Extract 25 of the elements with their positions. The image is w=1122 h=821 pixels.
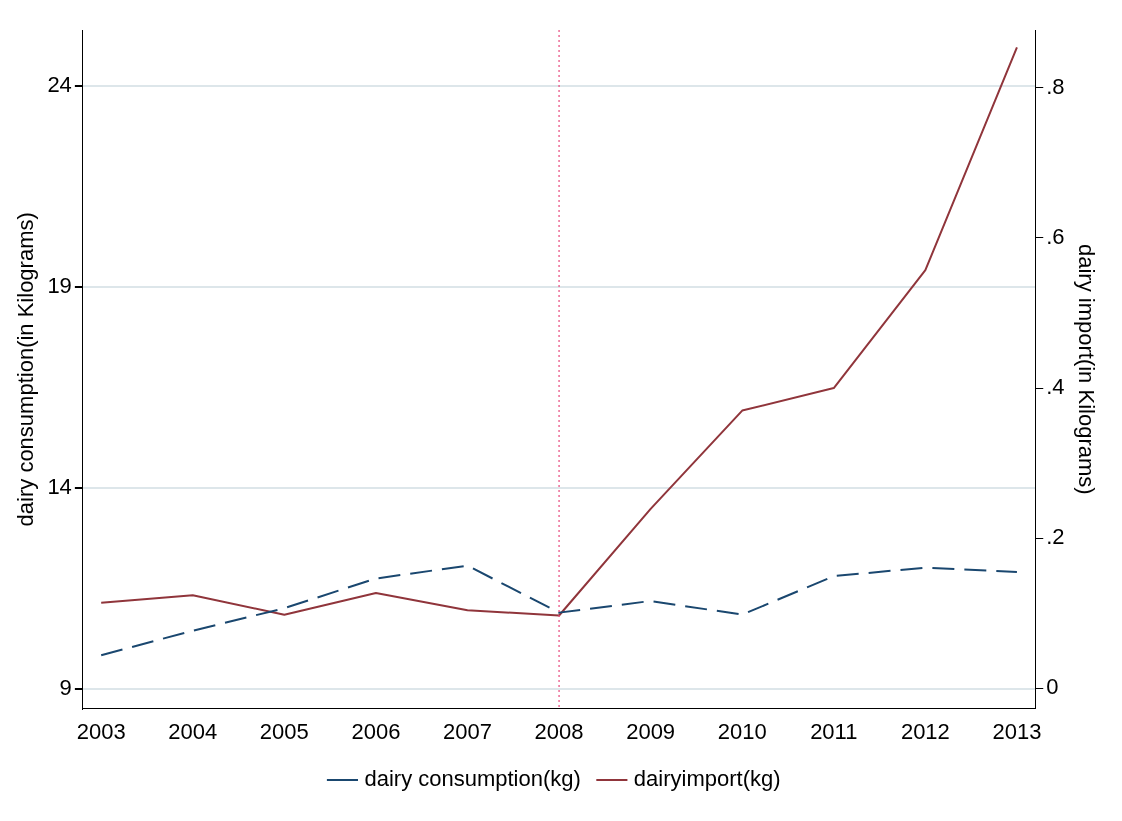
x-tick-label: 2003 — [76, 718, 126, 744]
y2-tick-label: 0 — [1046, 674, 1059, 700]
y-tick-label: 19 — [47, 273, 72, 299]
x-tick-label: 2009 — [626, 718, 676, 744]
x-tick-label: 2008 — [534, 718, 584, 744]
x-tick-label: 2007 — [443, 718, 492, 744]
legend-label: dairyimport(kg) — [633, 766, 781, 792]
x-tick-label: 2010 — [717, 718, 767, 744]
x-tick-label: 2013 — [992, 718, 1042, 744]
y-tick-label: 9 — [59, 674, 72, 700]
y2-tick-label: .4 — [1046, 374, 1065, 400]
x-tick-label: 2012 — [900, 718, 950, 744]
y-tick-label: 14 — [47, 473, 72, 499]
x-tick-label: 2004 — [168, 718, 218, 744]
line-series — [100, 564, 1018, 657]
y-tick-label: 24 — [47, 72, 72, 98]
y2-tick-label: .2 — [1046, 524, 1065, 550]
x-tick-label: 2005 — [259, 718, 309, 744]
y2-tick-label: .8 — [1046, 73, 1065, 99]
y-axis-title: dairy consumption(in Kilograms) — [13, 212, 39, 527]
y2-tick-label: .6 — [1046, 224, 1065, 249]
x-tick-label: 2011 — [810, 718, 858, 744]
x-tick-label: 2006 — [351, 718, 401, 744]
legend-label: dairy consumption(kg) — [364, 766, 581, 792]
y2-axis-title: dairy import(in Kilograms) — [1073, 243, 1099, 495]
